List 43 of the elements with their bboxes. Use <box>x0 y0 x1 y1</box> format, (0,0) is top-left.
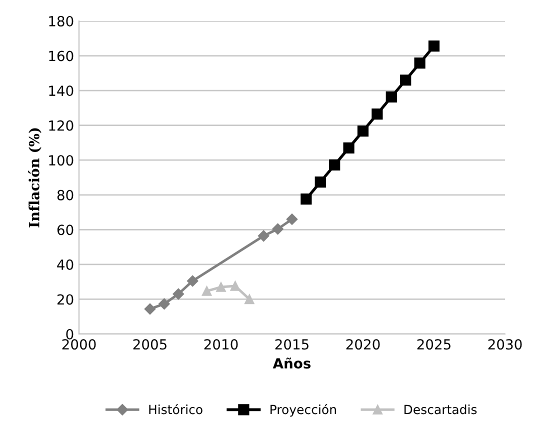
y-tick-label: 120 <box>49 120 74 131</box>
x-tick-label: 2005 <box>133 339 166 350</box>
y-tick-label: 80 <box>57 190 74 200</box>
legend-label: Descartadis <box>404 404 477 414</box>
legend-label: Histórico <box>149 404 202 414</box>
point <box>428 40 440 52</box>
point <box>400 74 412 86</box>
point <box>186 275 198 287</box>
point <box>286 214 298 225</box>
y-tick-label: 140 <box>49 86 74 96</box>
x-tick-label: 2025 <box>417 339 450 350</box>
point <box>300 194 312 205</box>
point <box>386 91 397 103</box>
x-tick-label: 2000 <box>62 339 96 350</box>
y-tick-label: 100 <box>49 155 74 166</box>
y-tick-label: 0 <box>66 328 74 340</box>
point <box>202 286 212 296</box>
point <box>244 294 254 304</box>
x-tick-label: 2030 <box>488 339 522 350</box>
point <box>172 288 184 300</box>
y-axis-title: Inflación (%) <box>28 128 42 228</box>
point <box>329 159 340 171</box>
point <box>216 282 226 292</box>
legend-label: Proyección <box>270 404 336 417</box>
x-tick-label: 2020 <box>346 339 380 350</box>
x-tick-label: 2015 <box>275 339 308 350</box>
point <box>343 142 354 154</box>
x-axis-title: Años <box>272 358 311 369</box>
point <box>314 176 326 188</box>
point <box>230 281 240 291</box>
point <box>372 108 383 120</box>
point <box>272 223 284 235</box>
point <box>158 298 170 310</box>
point <box>144 303 156 315</box>
point <box>357 126 369 137</box>
x-tick-label: 2010 <box>204 339 238 350</box>
point <box>258 230 270 242</box>
y-tick-label: 40 <box>57 259 74 270</box>
point <box>414 58 426 69</box>
y-tick-label: 160 <box>49 50 74 62</box>
y-tick-label: 180 <box>49 16 74 26</box>
y-tick-label: 20 <box>57 294 74 305</box>
y-tick-label: 60 <box>57 224 74 236</box>
